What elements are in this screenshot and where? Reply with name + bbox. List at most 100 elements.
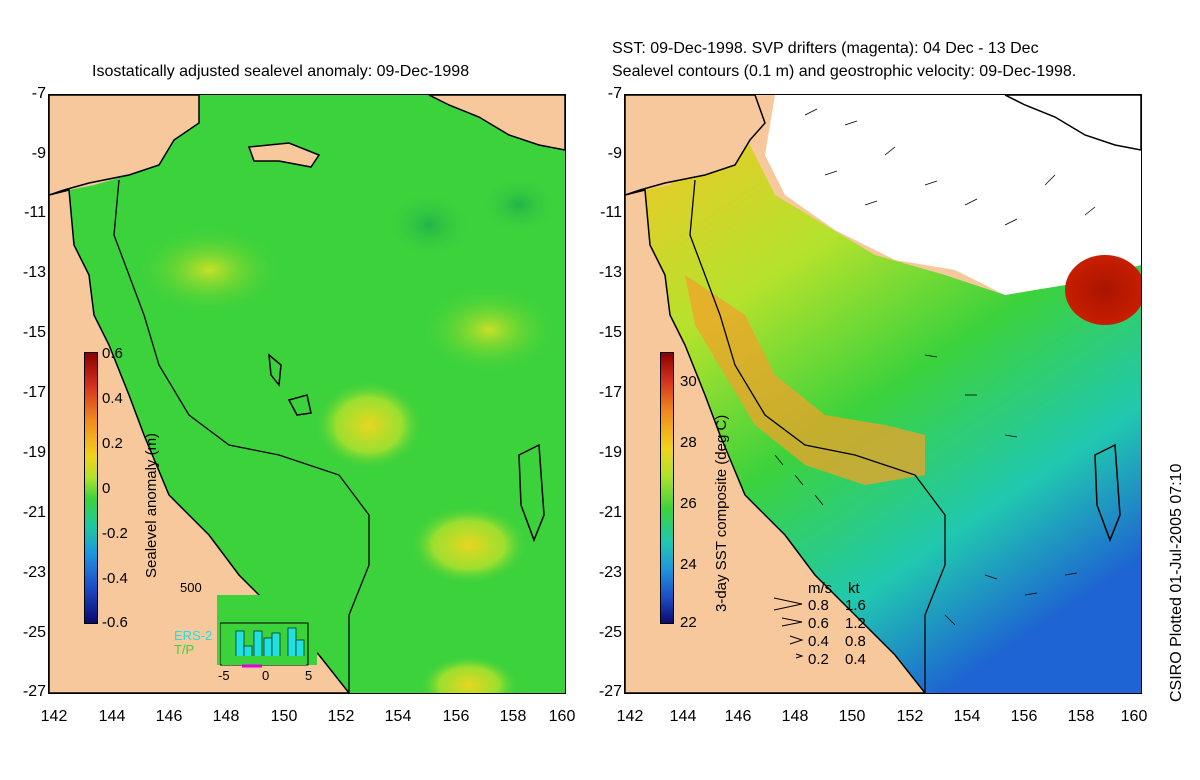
x-tick: 144 <box>669 708 697 725</box>
left-colorbar-tick: -0.6 <box>102 614 128 631</box>
right-map-svg <box>625 95 1141 693</box>
anomaly-blob <box>409 505 529 585</box>
left-colorbar-tick: 0.4 <box>102 390 123 407</box>
inset-legend-tp: T/P <box>174 642 195 657</box>
speed-legend-ms: 0.4 <box>808 633 829 650</box>
speed-legend-kt: 0.8 <box>845 633 866 650</box>
x-tick: 148 <box>781 708 809 725</box>
speed-legend-kt: 0.4 <box>845 651 866 668</box>
x-tick: 158 <box>1067 708 1095 725</box>
y-tick: -15 <box>598 324 622 341</box>
y-tick: -19 <box>22 444 46 461</box>
right-map-panel <box>624 94 1142 694</box>
x-tick: 148 <box>212 708 240 725</box>
y-tick: -25 <box>22 624 46 641</box>
x-tick: 146 <box>724 708 752 725</box>
y-tick: -17 <box>22 384 46 401</box>
inset-y-tick: 500 <box>180 580 202 595</box>
left-colorbar-tick: 0 <box>102 480 111 497</box>
x-tick: 158 <box>499 708 527 725</box>
y-tick: -27 <box>598 683 622 700</box>
anomaly-blob <box>479 175 559 235</box>
x-tick: 156 <box>1010 708 1038 725</box>
right-colorbar-tick: 26 <box>680 495 697 512</box>
right-colorbar <box>660 352 674 624</box>
reef-outline <box>287 394 312 416</box>
y-tick: -15 <box>22 324 46 341</box>
speed-legend-kt: 1.6 <box>845 597 866 614</box>
reef-outline <box>1094 443 1121 543</box>
y-tick: -13 <box>22 264 46 281</box>
x-tick: 144 <box>98 708 126 725</box>
y-tick: -25 <box>598 624 622 641</box>
right-colorbar-tick: 30 <box>680 373 697 390</box>
land-islands-north <box>1004 95 1141 151</box>
left-colorbar-tick: 0.2 <box>102 435 123 452</box>
speed-legend-arrows <box>773 597 804 659</box>
inset-x-tick: 0 <box>262 668 270 683</box>
speed-legend-ms: 0.2 <box>808 651 829 668</box>
left-colorbar-tick: -0.2 <box>102 525 128 542</box>
x-tick: 152 <box>896 708 924 725</box>
y-tick: -19 <box>598 444 622 461</box>
x-tick: 154 <box>953 708 981 725</box>
anomaly-blob <box>419 285 559 375</box>
y-tick: -17 <box>598 384 622 401</box>
x-tick: 142 <box>616 708 644 725</box>
x-tick: 160 <box>1120 708 1148 725</box>
y-tick: -11 <box>600 204 622 221</box>
inset-legend-ers2: ERS-2 <box>174 628 213 643</box>
speed-legend-kt: 1.2 <box>845 615 866 632</box>
anomaly-blob <box>384 190 474 260</box>
reef-outline <box>268 353 282 387</box>
x-tick: 150 <box>838 708 866 725</box>
left-panel-title: Isostatically adjusted sealevel anomaly:… <box>92 63 470 80</box>
anomaly-blob <box>314 380 424 470</box>
right-colorbar-tick: 22 <box>680 614 697 631</box>
right-panel-title-line1: SST: 09-Dec-1998. SVP drifters (magenta)… <box>612 40 1039 57</box>
y-tick: -13 <box>598 264 622 281</box>
shelf-contour <box>689 179 946 693</box>
sst-hotspot <box>1065 255 1141 325</box>
left-colorbar-tick: 0.6 <box>102 345 123 362</box>
x-tick: 156 <box>442 708 470 725</box>
land-australia <box>625 189 926 693</box>
x-tick: 150 <box>270 708 298 725</box>
x-tick: 154 <box>384 708 412 725</box>
land-islands-north <box>428 95 565 151</box>
y-tick: -7 <box>31 85 46 102</box>
y-tick: -23 <box>22 564 46 581</box>
anomaly-blob <box>134 225 284 315</box>
speed-legend-header-ms: m/s <box>808 580 833 597</box>
speed-legend-ms: 0.6 <box>808 615 829 632</box>
sst-white-cloud <box>765 95 1141 295</box>
land-australia <box>49 189 350 693</box>
x-tick: 160 <box>548 708 576 725</box>
reef-outline <box>518 443 545 543</box>
left-map-panel <box>48 94 566 694</box>
speed-legend-ms: 0.8 <box>808 597 829 614</box>
speed-legend-header-kt: kt <box>848 580 860 597</box>
shelf-contour <box>113 179 370 693</box>
y-tick: -21 <box>22 504 46 521</box>
y-tick: -9 <box>31 145 46 162</box>
right-panel-title-line2: Sealevel contours (0.1 m) and geostrophi… <box>612 63 1077 80</box>
sst-ocean <box>645 135 1141 693</box>
y-tick: -9 <box>607 145 622 162</box>
inset-x-tick: -5 <box>218 668 230 683</box>
y-tick: -27 <box>22 683 46 700</box>
credit-label: CSIRO Plotted 01-Jul-2005 07:10 <box>1168 463 1185 702</box>
left-colorbar-label: Sealevel anomaly (m) <box>143 432 160 578</box>
sst-orange-band <box>685 275 925 485</box>
inset-histogram <box>220 622 309 668</box>
x-tick: 152 <box>327 708 355 725</box>
x-tick: 142 <box>40 708 68 725</box>
y-tick: -23 <box>598 564 622 581</box>
anomaly-blob <box>419 655 519 693</box>
velocity-vectors <box>774 108 1096 626</box>
left-map-svg <box>49 95 565 693</box>
land-islands-small <box>247 142 321 168</box>
y-tick: -7 <box>607 85 622 102</box>
left-colorbar-tick: -0.4 <box>102 570 128 587</box>
x-tick: 146 <box>155 708 183 725</box>
